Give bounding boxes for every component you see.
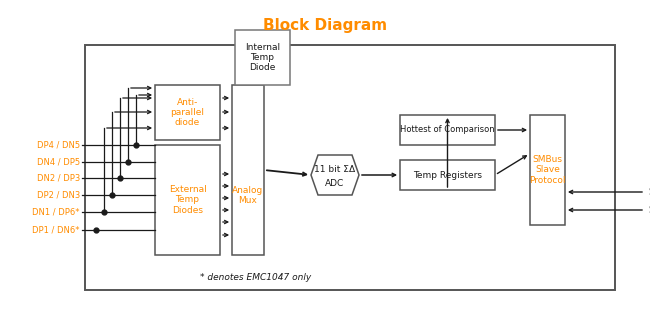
Text: ADC: ADC (326, 178, 344, 188)
Text: 11 bit ΣΔ: 11 bit ΣΔ (315, 165, 356, 175)
Text: DN2 / DP3: DN2 / DP3 (37, 174, 80, 183)
Text: DN4 / DP5: DN4 / DP5 (37, 158, 80, 166)
Bar (232, 85, 264, 255)
Text: External
Temp
Diodes: External Temp Diodes (168, 185, 207, 215)
Text: DP2 / DN3: DP2 / DN3 (37, 190, 80, 200)
Text: * denotes EMC1047 only: * denotes EMC1047 only (200, 273, 311, 282)
Text: Hottest of Comparison: Hottest of Comparison (400, 125, 495, 135)
Text: Anti-
parallel
diode: Anti- parallel diode (170, 98, 205, 127)
Text: DP1 / DN6*: DP1 / DN6* (32, 226, 80, 235)
Text: DN1 / DP6*: DN1 / DP6* (32, 207, 80, 216)
Bar (400, 160, 495, 190)
Text: SMDATA: SMDATA (648, 187, 650, 197)
Text: Temp Registers: Temp Registers (413, 171, 482, 179)
Polygon shape (311, 155, 359, 195)
Bar (155, 145, 220, 255)
Text: Internal
Temp
Diode: Internal Temp Diode (245, 43, 280, 72)
Bar (85, 45, 615, 290)
Text: DP4 / DN5: DP4 / DN5 (37, 140, 80, 150)
Bar (400, 115, 495, 145)
Text: Block Diagram: Block Diagram (263, 18, 387, 33)
Text: Analog
Mux: Analog Mux (233, 186, 264, 205)
Bar (155, 85, 220, 140)
Bar (530, 115, 565, 225)
Text: SMCLK: SMCLK (648, 205, 650, 215)
Bar (235, 30, 290, 85)
Text: SMBus
Slave
Protocol: SMBus Slave Protocol (529, 155, 566, 185)
